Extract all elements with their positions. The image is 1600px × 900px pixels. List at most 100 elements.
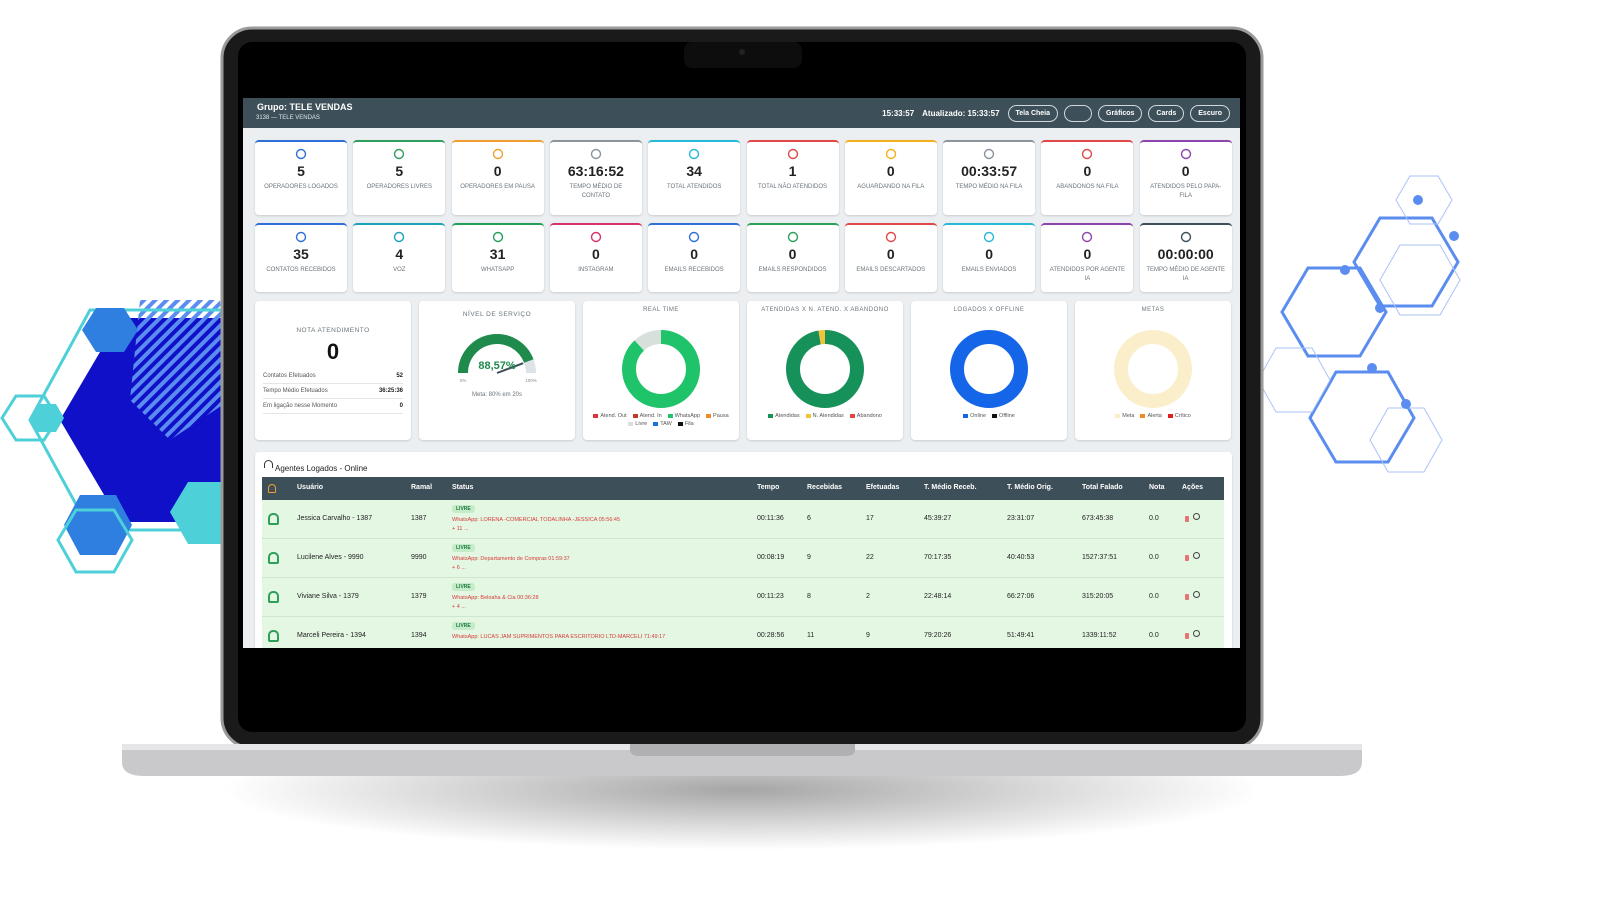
legend-swatch — [963, 414, 969, 418]
icon-shape — [394, 231, 405, 243]
agent-cell: 1339:11:52 — [1082, 632, 1117, 639]
agent-cell: 51:49:41 — [1007, 632, 1035, 639]
gauge-value-label: 88,57% — [478, 360, 516, 372]
legend-swatch — [667, 414, 673, 418]
stat-card: 0 EMAILS DESCARTADOS — [844, 223, 937, 292]
nota-row-value: 36:25:36 — [378, 388, 403, 394]
card-value: 0 — [1181, 163, 1190, 179]
agent-cell: 45:39:27 — [924, 515, 952, 522]
agent-cell: 79:20:26 — [924, 632, 952, 639]
card-label: WHATSAPP — [480, 267, 515, 273]
status-detail: WhatsApp: Departamento de Compras 01:59:… — [452, 556, 570, 562]
panel-title: ATENDIDAS X N. ATEND. X ABANDONO — [761, 307, 889, 313]
legend-swatch — [632, 414, 638, 418]
legend-swatch — [706, 414, 712, 418]
card-icon — [295, 148, 307, 160]
card-icon — [1082, 148, 1093, 160]
card-value: 00:00:00 — [1157, 246, 1214, 262]
table-title: Agentes Logados - Online — [275, 464, 368, 473]
legend-label: WhatsApp — [674, 413, 701, 419]
header-button[interactable]: Cards — [1148, 105, 1185, 122]
header-subtitle: 3138 — TELE VENDAS — [256, 115, 320, 121]
card-label: EMAILS DESCARTADOS — [856, 267, 926, 273]
agent-ramal: 1379 — [411, 593, 427, 600]
agent-cell: 23:31:07 — [1007, 515, 1035, 522]
agent-cell: 0.0 — [1149, 554, 1159, 561]
gauge-range-label: 0% — [460, 378, 467, 383]
legend-swatch — [593, 414, 599, 418]
status-badge: LIVRE — [452, 505, 475, 513]
card-icon — [394, 231, 405, 243]
agent-ramal: 1387 — [411, 515, 427, 522]
column-header: T. Médio Receb. — [924, 484, 977, 491]
agent-cell: 673:45:38 — [1082, 515, 1114, 522]
card-value: 5 — [395, 163, 404, 179]
card-value: 0 — [690, 246, 699, 262]
view-action[interactable] — [1193, 630, 1200, 637]
card-label: TOTAL NÃO ATENDIDOS — [757, 184, 828, 190]
panel-title: REAL TIME — [643, 307, 679, 313]
nota-row-label: Em ligação nesse Momento — [263, 403, 338, 409]
header-button[interactable]: Gráficos — [1098, 105, 1143, 122]
legend-swatch — [653, 422, 659, 426]
view-action[interactable] — [1193, 591, 1200, 598]
nota-row-label: Contatos Efetuados — [263, 373, 316, 379]
row-divider — [263, 383, 403, 384]
legend-swatch — [628, 422, 634, 426]
card-value: 31 — [489, 246, 506, 262]
icon-shape — [492, 231, 503, 243]
stat-card: 0 EMAILS RECEBIDOS — [648, 223, 741, 292]
card-value: 0 — [493, 163, 502, 179]
legend-item: Abandono — [849, 413, 882, 419]
view-action[interactable] — [1193, 552, 1200, 559]
card-icon — [688, 148, 700, 160]
status-extra: + 6 ... — [452, 565, 466, 571]
legend-label: Meta — [1122, 413, 1135, 419]
agent-cell: 00:08:19 — [757, 554, 785, 561]
delete-action[interactable] — [1185, 516, 1189, 522]
gauge: 88,57% 0% 100% — [458, 334, 537, 383]
icon-shape — [983, 148, 995, 160]
agent-cell: 315:20:05 — [1082, 593, 1114, 600]
delete-action[interactable] — [1185, 555, 1189, 561]
view-action[interactable] — [1193, 513, 1200, 520]
delete-action[interactable] — [1185, 633, 1189, 639]
legend-swatch — [1115, 414, 1121, 418]
legend-item: Fila — [677, 421, 694, 427]
status-extra: + 4 ... — [452, 604, 466, 610]
agent-cell: 22:48:14 — [924, 593, 952, 600]
agent-cell: 40:40:53 — [1007, 554, 1035, 561]
donut-segment — [950, 330, 1028, 408]
card-label: ATENDIDOS PELO PAPA-FILA — [1150, 184, 1222, 199]
icon-shape — [885, 231, 896, 243]
agent-icon — [268, 630, 279, 642]
legend-item: Online — [963, 413, 986, 419]
delete-action[interactable] — [1185, 594, 1189, 600]
agent-name: Jessica Carvalho - 1387 — [297, 515, 373, 522]
column-header: Recebidas — [807, 484, 843, 491]
agent-cell: 00:11:36 — [757, 515, 784, 522]
legend-item: Livre — [628, 421, 647, 427]
icon-shape — [885, 148, 896, 160]
agent-cell: 0.0 — [1149, 593, 1159, 600]
legend-item: Atendidas — [768, 413, 800, 419]
legend-label: Atend. In — [639, 413, 662, 419]
card-icon — [590, 148, 602, 160]
legend-swatch — [677, 422, 683, 426]
icon-button[interactable] — [1064, 105, 1093, 122]
card-value: 0 — [985, 246, 993, 262]
header-button[interactable]: Escuro — [1190, 105, 1230, 122]
status-badge: LIVRE — [452, 622, 475, 630]
icon-shape — [1082, 231, 1093, 243]
status-detail: WhatsApp: Beloaha & Cia 00:36:28 — [452, 595, 539, 601]
legend-item: Atend. In — [632, 413, 662, 419]
gauge-range-label: 100% — [525, 378, 537, 383]
header-button[interactable]: Tela Cheia — [1007, 105, 1059, 122]
card-value: 1 — [788, 163, 797, 179]
legend: Meta Alerta Crítico — [1085, 413, 1221, 419]
panel-title: NÍVEL DE SERVIÇO — [462, 311, 532, 318]
table-header: Usuário Ramal Status Tempo Recebidas Efetuada… — [262, 477, 1224, 500]
icon-shape — [492, 148, 503, 160]
legend-label: Alerta — [1147, 413, 1162, 419]
card-value: 5 — [297, 163, 305, 179]
